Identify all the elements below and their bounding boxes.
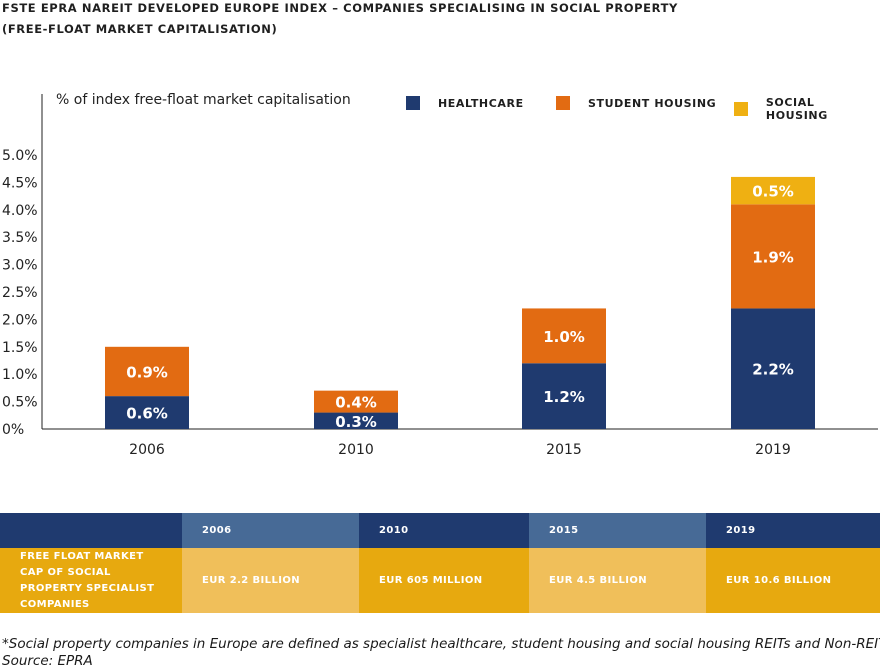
legend-swatch-healthcare	[406, 96, 420, 110]
title-line-1: FSTE EPRA NAREIT DEVELOPED EUROPE INDEX …	[2, 1, 678, 15]
x-tick-label: 2006	[129, 442, 165, 458]
y-tick-label: 1.5%	[2, 340, 38, 356]
x-tick-label: 2019	[755, 442, 791, 458]
bar-segment	[314, 390, 398, 413]
legend-item-student-housing: STUDENT HOUSING	[556, 96, 716, 110]
legend-label-student-housing: STUDENT HOUSING	[588, 96, 717, 110]
y-tick-label: 3.0%	[2, 258, 38, 274]
table-header-blank	[0, 513, 182, 548]
data-label: 0.9%	[126, 363, 168, 381]
bar-segment	[522, 308, 606, 364]
y-tick-label: 4.0%	[2, 203, 38, 219]
table-row-label: FREE FLOAT MARKET CAP OF SOCIAL PROPERTY…	[0, 548, 182, 613]
table-row: FREE FLOAT MARKET CAP OF SOCIAL PROPERTY…	[0, 548, 880, 613]
y-tick-label: 0%	[2, 422, 24, 438]
x-tick-label: 2015	[546, 442, 582, 458]
table-header-year: 2006	[182, 513, 359, 548]
title-line-2: (FREE-FLOAT MARKET CAPITALISATION)	[2, 22, 278, 36]
legend-label-social-housing: SOCIAL HOUSING	[765, 96, 828, 122]
y-tick-label: 2.0%	[2, 312, 38, 328]
data-label: 0.5%	[752, 183, 794, 201]
table-header-year: 2015	[529, 513, 706, 548]
data-label: 0.6%	[126, 405, 168, 423]
y-tick-label: 5.0%	[2, 148, 38, 164]
chart-title: FSTE EPRA NAREIT DEVELOPED EUROPE INDEX …	[2, 0, 678, 40]
bar-segment	[731, 176, 815, 205]
market-cap-table: 2006 2010 2015 2019 FREE FLOAT MARKET CA…	[0, 513, 880, 613]
legend-swatch-student-housing	[556, 96, 570, 110]
footnote: *Social property companies in Europe are…	[2, 636, 880, 670]
y-tick-label: 4.5%	[2, 175, 38, 191]
y-tick-label: 0.5%	[2, 395, 38, 411]
legend-swatch-social-housing	[734, 102, 748, 116]
bar-segment	[314, 412, 398, 429]
legend-label-healthcare: HEALTHCARE	[438, 96, 524, 110]
y-tick-label: 1.0%	[2, 367, 38, 383]
table-cell-value: EUR 2.2 BILLION	[182, 548, 359, 613]
data-label: 0.4%	[335, 394, 377, 412]
data-label: 1.0%	[543, 328, 585, 346]
bar-segment	[105, 396, 189, 429]
table-cell-value: EUR 10.6 BILLION	[706, 548, 880, 613]
table-cell-value: EUR 605 MILLION	[359, 548, 529, 613]
data-label: 2.2%	[752, 361, 794, 379]
stacked-bar-chart: 0% 0.5% 1.0% 1.5% 2.0% 2.5% 3.0% 3.5% 4.0% 4.5% 5.…	[2, 94, 878, 458]
bar-segment	[522, 363, 606, 429]
footnote-definition: *Social property companies in Europe are…	[2, 636, 880, 652]
y-axis-label: % of index free-float market capitalisat…	[56, 92, 351, 108]
table-header-year: 2019	[706, 513, 880, 548]
data-label: 1.9%	[752, 248, 794, 266]
bar-segment	[731, 204, 815, 309]
bar-segment	[731, 308, 815, 429]
y-tick-label: 2.5%	[2, 285, 38, 301]
table-header-year: 2010	[359, 513, 529, 548]
footnote-source: Source: EPRA	[2, 653, 93, 669]
legend-item-healthcare: HEALTHCARE	[406, 96, 524, 110]
y-tick-label: 3.5%	[2, 230, 38, 246]
bar-segment	[105, 346, 189, 397]
table-cell-value: EUR 4.5 BILLION	[529, 548, 706, 613]
x-tick-label: 2010	[338, 442, 374, 458]
table-header-row: 2006 2010 2015 2019	[0, 513, 880, 548]
data-label: 0.3%	[335, 413, 377, 431]
legend-item-social-housing: SOCIAL HOUSING	[734, 96, 880, 122]
data-label: 1.2%	[543, 388, 585, 406]
